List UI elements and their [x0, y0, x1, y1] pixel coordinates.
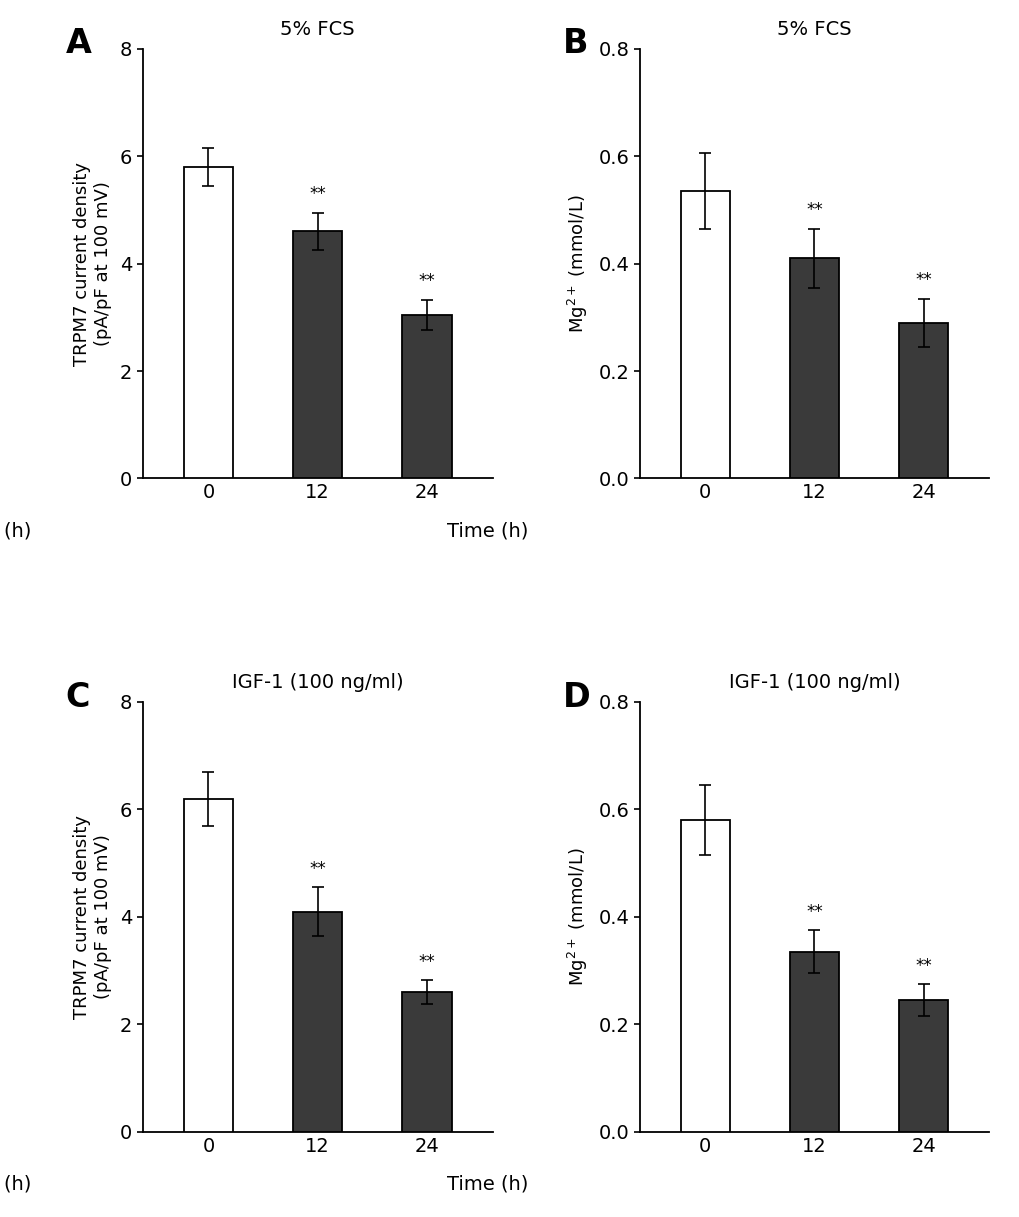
Bar: [680, 191, 729, 478]
Text: Time (h): Time (h): [0, 521, 32, 540]
Bar: [789, 952, 839, 1132]
Text: Time (h): Time (h): [446, 521, 528, 540]
Bar: [680, 820, 729, 1132]
Text: **: **: [418, 273, 435, 290]
Text: **: **: [805, 903, 822, 921]
Title: IGF-1 (100 ng/ml): IGF-1 (100 ng/ml): [231, 673, 404, 692]
Bar: [899, 323, 948, 478]
Text: **: **: [914, 271, 931, 290]
Text: A: A: [66, 27, 92, 60]
Text: **: **: [418, 953, 435, 971]
Bar: [183, 798, 232, 1132]
Bar: [403, 992, 451, 1132]
Text: **: **: [309, 860, 326, 877]
Bar: [403, 315, 451, 478]
Y-axis label: Mg$^{2+}$ (mmol/L): Mg$^{2+}$ (mmol/L): [566, 848, 589, 986]
Text: B: B: [562, 27, 588, 60]
Y-axis label: TRPM7 current density
(pA/pF at 100 mV): TRPM7 current density (pA/pF at 100 mV): [72, 815, 111, 1019]
Text: **: **: [309, 185, 326, 203]
Text: Time (h): Time (h): [0, 1174, 32, 1194]
Title: 5% FCS: 5% FCS: [776, 19, 851, 39]
Text: C: C: [66, 680, 91, 713]
Bar: [899, 1000, 948, 1132]
Bar: [292, 231, 342, 478]
Bar: [292, 912, 342, 1132]
Text: D: D: [562, 680, 590, 713]
Text: **: **: [805, 201, 822, 219]
Y-axis label: Mg$^{2+}$ (mmol/L): Mg$^{2+}$ (mmol/L): [566, 195, 589, 332]
Text: Time (h): Time (h): [446, 1174, 528, 1194]
Text: **: **: [914, 957, 931, 975]
Bar: [789, 258, 839, 478]
Y-axis label: TRPM7 current density
(pA/pF at 100 mV): TRPM7 current density (pA/pF at 100 mV): [72, 162, 111, 365]
Bar: [183, 167, 232, 478]
Title: IGF-1 (100 ng/ml): IGF-1 (100 ng/ml): [728, 673, 900, 692]
Title: 5% FCS: 5% FCS: [280, 19, 355, 39]
